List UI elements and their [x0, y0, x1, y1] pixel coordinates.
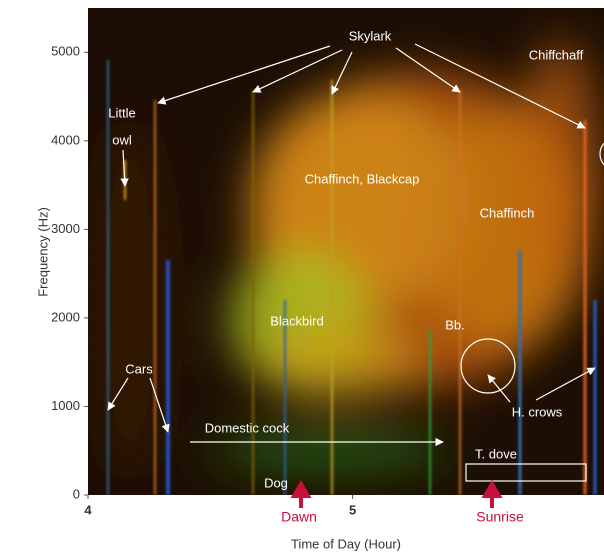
- y-tick-label: 3000: [51, 221, 80, 236]
- annotation: Domestic cock: [205, 420, 290, 435]
- annotation: Cars: [125, 361, 153, 376]
- annotation: Little: [108, 105, 135, 120]
- annotation: Chaffinch, Blackcap: [305, 171, 420, 186]
- y-tick-label: 2000: [51, 309, 80, 324]
- page: Frequency (Hz) Time of Day (Hour) Skylar…: [0, 0, 604, 555]
- x-tick-label: 5: [349, 502, 356, 517]
- x-tick-label: 4: [84, 502, 92, 517]
- x-axis-label: Time of Day (Hour): [291, 536, 401, 551]
- y-tick-label: 0: [73, 486, 80, 501]
- annotation: Bb.: [445, 317, 465, 332]
- y-tick-label: 5000: [51, 44, 80, 59]
- annotation: Sunrise: [476, 509, 524, 525]
- annotation: T. dove: [475, 446, 517, 461]
- annotation: owl: [112, 132, 132, 147]
- chart: Frequency (Hz) Time of Day (Hour) Skylar…: [0, 0, 604, 555]
- y-axis-label: Frequency (Hz): [35, 207, 50, 297]
- annotation: Dog: [264, 475, 288, 490]
- y-tick-label: 1000: [51, 398, 80, 413]
- annotation: Chaffinch: [480, 205, 535, 220]
- annotation: Chiffchaff: [529, 47, 584, 62]
- y-tick-label: 4000: [51, 132, 80, 147]
- spectrogram-image: [88, 8, 604, 495]
- annotation: Dawn: [281, 509, 317, 525]
- annotation: Blackbird: [270, 313, 323, 328]
- annotation: Skylark: [349, 28, 392, 43]
- annotation: H. crows: [512, 404, 563, 419]
